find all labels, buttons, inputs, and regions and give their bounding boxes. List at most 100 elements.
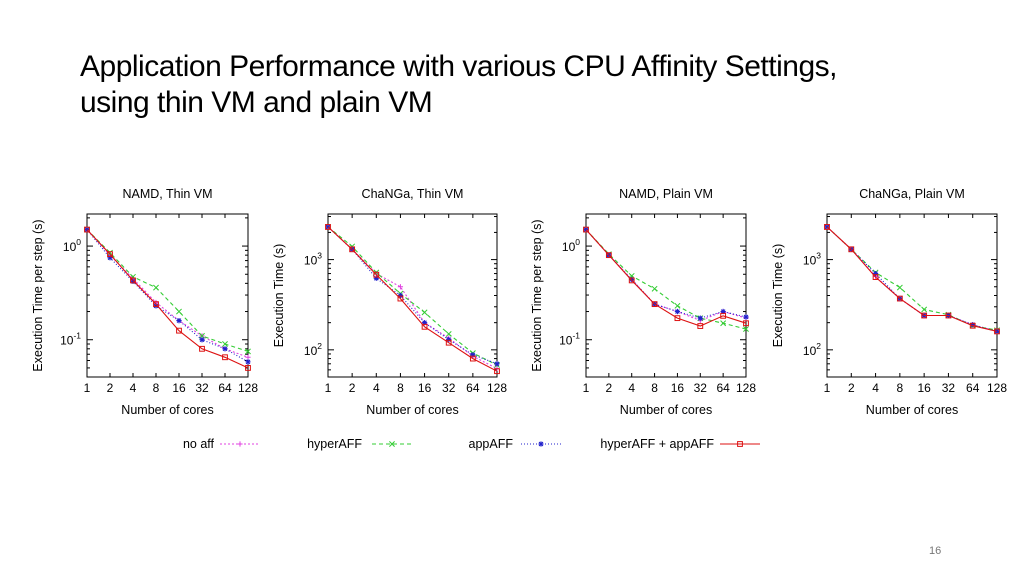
x-tick-label: 64 xyxy=(716,381,730,395)
chart-title: ChaNGa, Plain VM xyxy=(859,187,965,201)
x-tick-label: 1 xyxy=(824,381,831,395)
data-point xyxy=(605,252,612,259)
series-line xyxy=(86,229,249,352)
series-line xyxy=(86,229,249,363)
series-no-aff xyxy=(84,226,251,360)
data-point xyxy=(470,352,476,358)
series-line xyxy=(327,226,498,372)
data-point xyxy=(176,327,182,334)
x-tick-label: 2 xyxy=(107,381,114,395)
data-point xyxy=(107,255,113,261)
data-point xyxy=(629,276,635,283)
series-line xyxy=(826,226,998,332)
x-tick-label: 4 xyxy=(872,381,879,395)
x-tick-label: 8 xyxy=(153,381,160,395)
x-tick-label: 128 xyxy=(987,381,1007,395)
data-point xyxy=(969,322,976,329)
data-point xyxy=(421,320,428,326)
x-tick-label: 128 xyxy=(736,381,756,395)
data-point xyxy=(245,348,251,355)
legend-swatch-marker xyxy=(389,441,395,447)
data-point xyxy=(222,354,228,361)
x-tick-label: 16 xyxy=(671,381,685,395)
series-line xyxy=(826,226,998,331)
data-point xyxy=(469,355,476,362)
data-point xyxy=(84,226,90,233)
data-point xyxy=(445,339,452,346)
legend-label: appAFF xyxy=(469,437,514,451)
x-tick-label: 4 xyxy=(628,381,635,395)
page-number: 16 xyxy=(929,545,942,557)
data-point xyxy=(84,226,90,233)
data-point xyxy=(421,323,428,330)
x-axis-label: Number of cores xyxy=(866,403,958,417)
legend-label: hyperAFF + appAFF xyxy=(600,437,714,451)
x-tick-label: 16 xyxy=(172,381,186,395)
data-point xyxy=(697,315,703,321)
data-point xyxy=(153,284,159,291)
series-hyperaff-appaff xyxy=(325,224,500,375)
data-point xyxy=(176,308,182,315)
x-tick-label: 8 xyxy=(651,381,658,395)
data-point xyxy=(720,308,726,315)
data-point xyxy=(107,251,113,258)
plot-frame xyxy=(585,213,747,378)
slide-title-line-1: Application Performance with various CPU… xyxy=(80,50,837,83)
series-hyperaff xyxy=(325,223,500,368)
data-point xyxy=(421,309,428,316)
legend-swatch-marker xyxy=(237,441,243,447)
x-axis-label: Number of cores xyxy=(620,403,712,417)
series-line xyxy=(585,229,747,327)
x-tick-label: 2 xyxy=(349,381,356,395)
data-point xyxy=(674,315,681,322)
legend-item: no aff xyxy=(183,437,260,451)
series-line xyxy=(327,226,498,366)
series-hyperaff xyxy=(824,223,1000,334)
data-point xyxy=(176,318,182,324)
x-tick-label: 1 xyxy=(583,381,590,395)
chart-1: NAMD, Thin VM 1 2 4 8 16 32 64 128 Number of core… xyxy=(31,187,258,417)
plot-frame xyxy=(86,213,249,378)
y-axis-label: Execution Time (s) xyxy=(771,244,785,348)
legend-item: hyperAFF + appAFF xyxy=(600,437,760,451)
data-point xyxy=(824,224,830,230)
x-tick-label: 16 xyxy=(418,381,432,395)
x-tick-label: 2 xyxy=(848,381,855,395)
legend-label: no aff xyxy=(183,437,215,451)
data-point xyxy=(107,249,113,256)
chart-title: NAMD, Thin VM xyxy=(122,187,212,201)
data-point xyxy=(743,320,749,327)
series-hyperaff xyxy=(84,226,251,355)
data-point xyxy=(970,322,976,328)
y-tick-label: 10-1 xyxy=(60,331,81,348)
series-line xyxy=(585,229,747,322)
data-point xyxy=(445,330,452,337)
y-tick-label: 102 xyxy=(803,341,821,358)
x-tick-label: 32 xyxy=(442,381,456,395)
data-point xyxy=(743,314,749,320)
series-line xyxy=(826,226,998,332)
data-point xyxy=(349,246,356,253)
y-tick-label: 103 xyxy=(304,251,322,268)
legend-label: hyperAFF xyxy=(307,437,362,451)
x-tick-label: 4 xyxy=(373,381,380,395)
x-tick-label: 16 xyxy=(917,381,931,395)
data-point xyxy=(896,284,903,291)
data-point xyxy=(896,295,903,302)
series-hyperaff-appaff xyxy=(84,226,251,371)
data-point xyxy=(921,306,928,313)
data-point xyxy=(872,274,879,280)
data-point xyxy=(222,346,228,352)
data-point xyxy=(397,292,404,299)
series-appaff xyxy=(583,226,749,321)
data-point xyxy=(674,302,681,309)
series-line xyxy=(826,226,998,332)
legend-swatch-marker xyxy=(538,441,544,447)
y-tick-label: 103 xyxy=(803,251,821,268)
data-point xyxy=(397,284,404,290)
data-point xyxy=(720,320,727,327)
x-tick-label: 8 xyxy=(397,381,404,395)
data-point xyxy=(494,361,500,367)
x-tick-label: 8 xyxy=(897,381,904,395)
